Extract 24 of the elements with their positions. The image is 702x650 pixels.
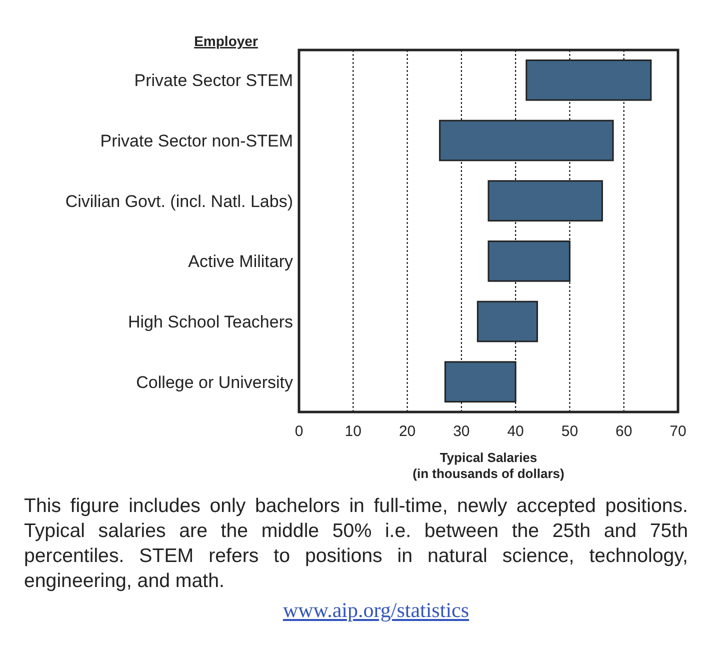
x-tick-label: 30 [453,423,470,440]
x-tick-label: 70 [670,423,686,440]
bar [476,300,538,342]
x-tick-label: 20 [398,423,416,440]
x-tick-label: 40 [507,423,524,440]
bar [444,361,516,402]
text: www.aip.org/statistics [282,598,470,623]
y-tick-label: Private Sector STEM [134,71,293,90]
x-tick-label: 0 [294,423,304,440]
y-axis-title: Employer [194,33,258,49]
y-tick-label: Private Sector non-STEM [100,132,293,150]
text: This figure includes only bachelors in full-time, newly accepted positions. Typical salaries are the middle 50% i.e. between the 25th and 75th percentiles. STEM refers to positions in natural science, technology, engineering, and math. [24,494,688,594]
y-tick-label: Civilian Govt. (incl. Natl. Labs) [65,192,293,211]
x-tick-label: 10 [344,423,362,440]
bar [488,240,570,282]
y-tick-label: High School Teachers [128,312,293,332]
bar [488,180,603,222]
x-axis-title: Typical Salaries (in thousands of dollars) [412,450,564,481]
y-tick-label: College or University [136,372,294,392]
bar [439,120,614,162]
x-tick-label: 60 [616,423,632,440]
y-tick-label: Active Military [188,252,294,272]
x-tick-label: 50 [561,423,578,440]
bar [526,60,652,101]
